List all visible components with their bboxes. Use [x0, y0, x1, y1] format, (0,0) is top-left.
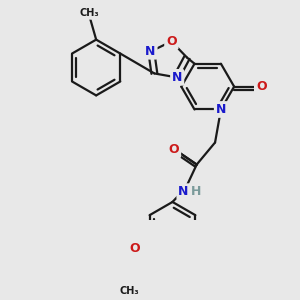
Text: N: N: [216, 103, 226, 116]
Text: CH₃: CH₃: [79, 8, 99, 18]
Text: O: O: [169, 143, 179, 156]
Text: O: O: [256, 80, 267, 93]
Text: H: H: [191, 185, 201, 198]
Text: N: N: [178, 185, 189, 198]
Text: N: N: [172, 71, 182, 84]
Text: O: O: [166, 35, 177, 48]
Text: CH₃: CH₃: [119, 286, 139, 296]
Text: N: N: [145, 45, 156, 58]
Text: O: O: [129, 242, 140, 255]
